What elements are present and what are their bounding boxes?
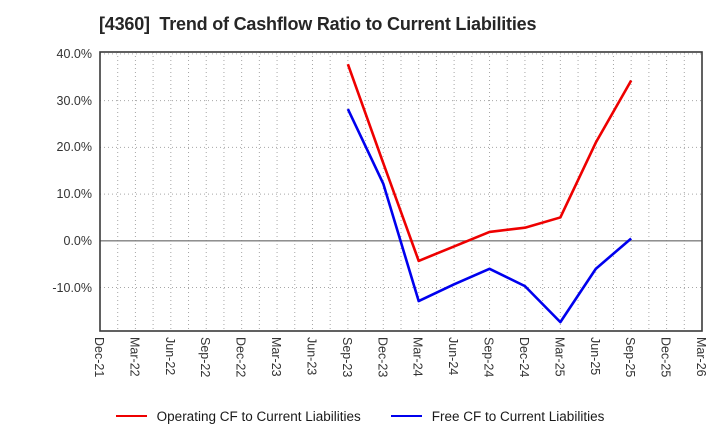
x-tick-label: Mar-25 (552, 337, 567, 377)
y-tick-label: 0.0% (63, 233, 93, 248)
legend-swatch-operating-line (115, 415, 147, 417)
legend-item-free: Free CF to Current Liabilities (390, 408, 605, 424)
x-tick-label: Mar-24 (410, 337, 425, 377)
x-tick-label: Dec-21 (92, 337, 106, 378)
plot-canvas (99, 51, 703, 332)
x-tick-label: Sep-25 (623, 337, 638, 378)
x-tick-label: Mar-26 (694, 337, 708, 377)
x-tick-label: Dec-24 (516, 337, 531, 378)
x-tick-label: Sep-23 (339, 337, 354, 378)
legend: Operating CF to Current Liabilities Free… (0, 403, 720, 429)
y-tick-label: 30.0% (56, 93, 92, 108)
x-tick-label: Sep-24 (481, 337, 496, 378)
x-tick-label: Dec-22 (233, 337, 248, 378)
x-tick-label: Jun-24 (446, 337, 461, 376)
y-tick-label: 20.0% (56, 140, 92, 155)
x-tick-label: Jun-22 (162, 337, 177, 376)
y-tick-label: 40.0% (56, 46, 92, 61)
x-tick-label: Jun-25 (587, 337, 602, 376)
series-line-0 (346, 63, 633, 263)
y-tick-label: -10.0% (52, 280, 92, 295)
y-tick-label: 10.0% (56, 187, 92, 202)
x-tick-label: Mar-22 (127, 337, 142, 377)
plot-area (99, 51, 703, 332)
plot-border (99, 51, 703, 332)
legend-item-operating: Operating CF to Current Liabilities (115, 408, 361, 424)
legend-label-free: Free CF to Current Liabilities (431, 408, 605, 424)
series-line-1 (346, 108, 633, 324)
legend-label-operating: Operating CF to Current Liabilities (156, 408, 361, 424)
legend-swatch-free-line (390, 415, 422, 417)
x-tick-label: Sep-22 (198, 337, 213, 378)
x-tick-label: Dec-25 (658, 337, 673, 378)
x-tick-label: Jun-23 (304, 337, 319, 376)
chart-title: [4360] Trend of Cashflow Ratio to Curren… (99, 14, 537, 34)
x-tick-label: Dec-23 (375, 337, 390, 378)
x-tick-label: Mar-23 (269, 337, 284, 377)
